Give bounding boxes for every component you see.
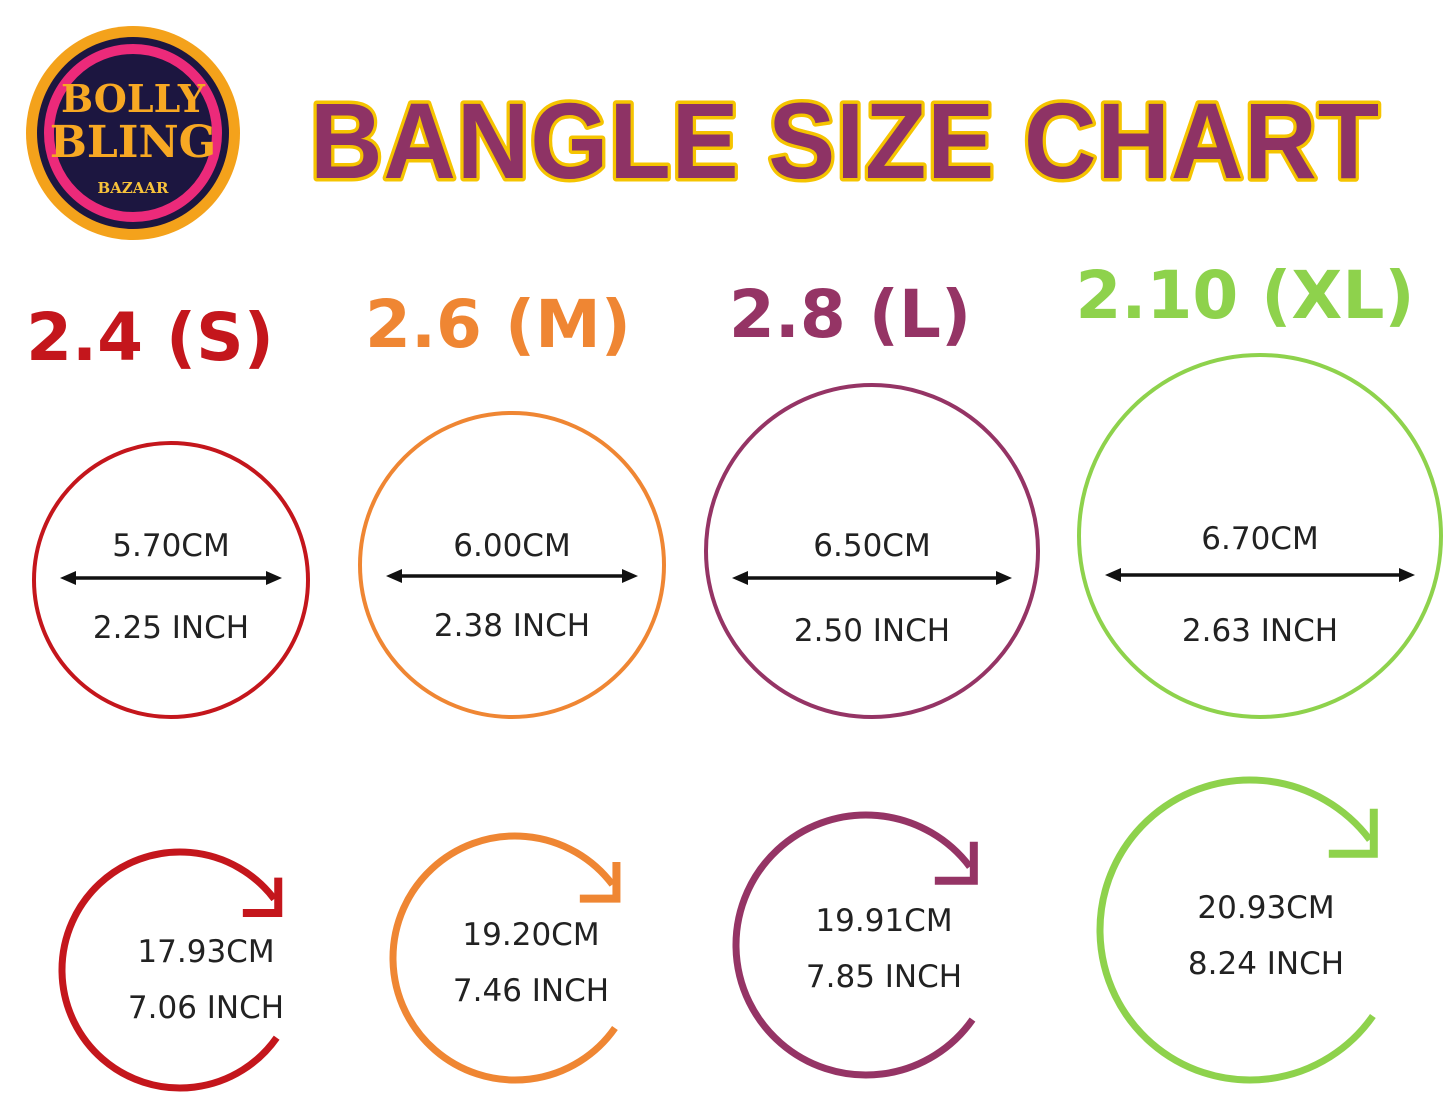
logo: BOLLY BLING BAZAAR [26, 26, 240, 240]
logo-text-bazaar: BAZAAR [97, 179, 169, 197]
diameter-cm: 6.70CM [1201, 521, 1318, 557]
arrow-left-icon [732, 571, 748, 585]
diameter-inch: 2.38 INCH [434, 608, 590, 644]
circumference-arrowhead-icon [934, 841, 978, 885]
circumference-inch: 7.06 INCH [128, 990, 284, 1026]
diameter-circle [1077, 353, 1443, 719]
circumference-inch: 7.46 INCH [453, 973, 609, 1009]
arrow-left-icon [386, 569, 402, 583]
logo-band [44, 44, 222, 222]
circumference-arrowhead-icon [1328, 808, 1378, 858]
circumference-cm: 19.20CM [462, 917, 599, 953]
logo-background [37, 37, 229, 229]
size-label: 2.8 (L) [729, 276, 971, 353]
diameter-inch: 2.50 INCH [794, 613, 950, 649]
page-title: BANGLE SIZE CHART [310, 80, 1380, 201]
arrow-right-icon [266, 571, 282, 585]
size-column: 2.8 (L) 6.50CM 2.50 INCH 19.91CM 7.85 INCH [704, 276, 1040, 1079]
circumference-arc [58, 848, 280, 1092]
arrow-right-icon [622, 569, 638, 583]
circumference-arc [732, 811, 976, 1079]
size-column: 2.10 (XL) 6.70CM 2.63 INCH 20.93CM 8.24 INCH [1075, 257, 1443, 1084]
circumference-cm: 17.93CM [137, 934, 274, 970]
size-column: 2.4 (S) 5.70CM 2.25 INCH 17.93CM 7.06 INCH [26, 299, 310, 1092]
circumference-arrowhead-icon [242, 877, 283, 917]
circumference-cm: 20.93CM [1197, 890, 1334, 926]
circumference-arc [389, 832, 618, 1084]
arrow-right-icon [1399, 568, 1415, 582]
circumference-cm: 19.91CM [815, 903, 952, 939]
size-column: 2.6 (M) 6.00CM 2.38 INCH 19.20CM 7.46 INCH [358, 286, 666, 1084]
logo-text-bolly: BOLLY [61, 76, 206, 121]
arrow-left-icon [1105, 568, 1121, 582]
diameter-inch: 2.63 INCH [1182, 613, 1338, 649]
arrow-left-icon [60, 571, 76, 585]
diameter-circle [32, 441, 310, 719]
circumference-inch: 8.24 INCH [1188, 946, 1344, 982]
circumference-arc [1096, 776, 1376, 1084]
circumference-inch: 7.85 INCH [806, 959, 962, 995]
arrow-right-icon [996, 571, 1012, 585]
diameter-cm: 6.00CM [453, 528, 570, 564]
logo-text-bling: BLING [50, 117, 217, 168]
diameter-cm: 5.70CM [112, 528, 229, 564]
size-label: 2.4 (S) [26, 299, 274, 376]
size-label: 2.10 (XL) [1075, 257, 1414, 334]
diameter-cm: 6.50CM [813, 528, 930, 564]
size-label: 2.6 (M) [365, 286, 631, 363]
diameter-circle [704, 383, 1040, 719]
circumference-arrowhead-icon [579, 861, 621, 903]
diameter-inch: 2.25 INCH [93, 610, 249, 646]
diameter-circle [358, 411, 666, 719]
